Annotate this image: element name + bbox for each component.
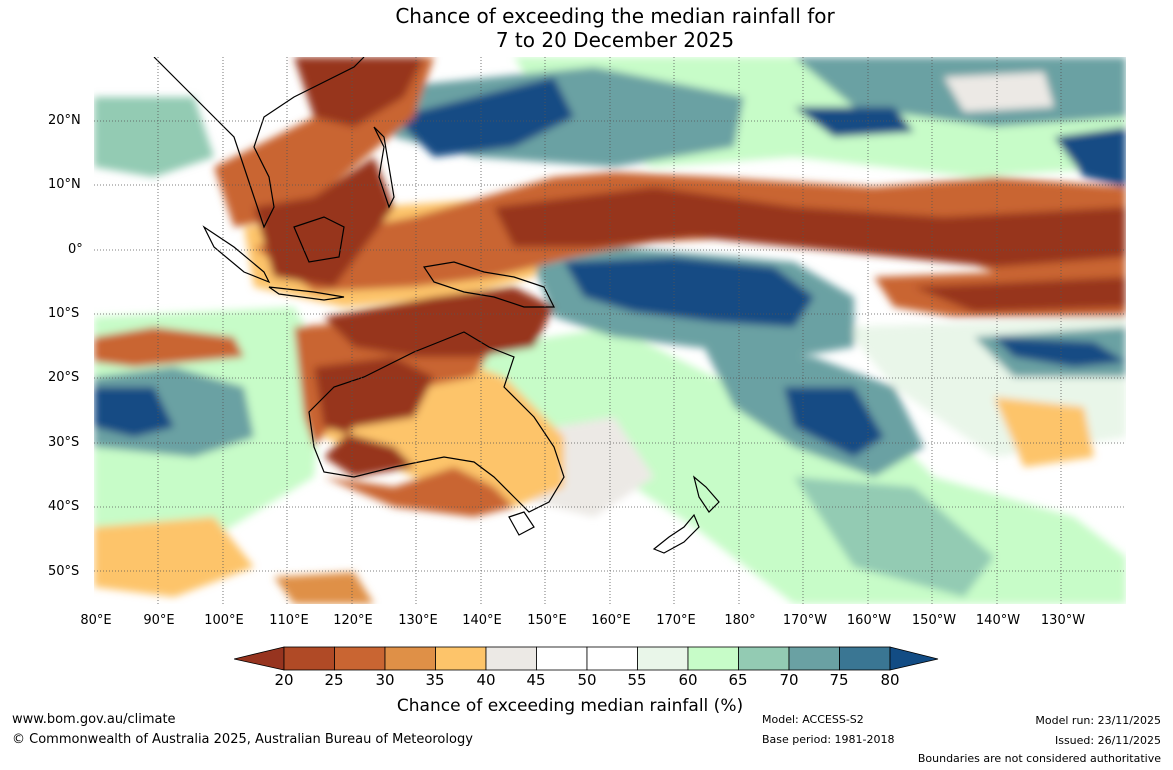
dry-region-pale <box>944 72 1054 112</box>
map-title: Chance of exceeding the median rainfall … <box>0 4 1173 52</box>
dry-region-dark <box>254 157 394 287</box>
lat-label: 30°S <box>48 435 80 450</box>
coastline-new-zealand-north <box>692 475 720 513</box>
lon-label: 110°E <box>269 613 309 628</box>
lat-label: 10°S <box>48 306 80 321</box>
lat-label: 20°S <box>48 370 80 385</box>
lon-label: 160°W <box>846 613 892 628</box>
lon-label: 120°E <box>333 613 373 628</box>
boundaries-disclaimer: Boundaries are not considered authoritat… <box>917 752 1161 765</box>
colorbar-swatch <box>485 646 537 671</box>
dry-region-dark <box>494 187 1126 267</box>
wet-region-dark <box>394 77 574 157</box>
model-name: Model: ACCESS-S2 <box>762 713 864 726</box>
coastline-southeast-asia <box>153 57 365 229</box>
lat-label: 10°N <box>48 177 81 192</box>
lon-label: 130°W <box>1040 613 1086 628</box>
lon-label: 140°E <box>462 613 502 628</box>
colorbar-tick: 50 <box>577 671 597 689</box>
dry-region-light <box>994 397 1094 467</box>
lon-label: 90°E <box>143 613 175 628</box>
colorbar-tick: 55 <box>627 671 647 689</box>
colorbar-swatch <box>283 646 335 671</box>
base-period: Base period: 1981-2018 <box>762 733 895 746</box>
colorbar-swatch <box>586 646 638 671</box>
wet-region-dark <box>1054 127 1126 187</box>
dry-region-dark <box>914 277 1126 312</box>
colorbar-tick: 80 <box>880 671 900 689</box>
dry-region-dark <box>324 287 554 357</box>
colorbar-swatch <box>384 646 436 671</box>
colorbar-tick: 45 <box>526 671 546 689</box>
lat-label: 0° <box>68 242 83 257</box>
colorbar-swatch-under <box>234 646 285 671</box>
colorbar-swatch <box>687 646 739 671</box>
colorbar-tick: 60 <box>678 671 698 689</box>
colorbar-tick: 30 <box>375 671 395 689</box>
website-link[interactable]: www.bom.gov.au/climate <box>12 712 176 727</box>
issued-date: Issued: 26/11/2025 <box>1054 734 1161 747</box>
rainfall-map-canvas <box>94 57 1126 604</box>
colorbar-swatch <box>536 646 588 671</box>
colorbar-swatch-over <box>889 646 939 671</box>
lon-label: 170°E <box>656 613 696 628</box>
coastline-java <box>268 286 345 301</box>
lat-label: 40°S <box>48 499 80 514</box>
dry-region-light <box>274 572 374 604</box>
title-line-1: Chance of exceeding the median rainfall … <box>395 4 835 28</box>
lon-label: 100°E <box>204 613 244 628</box>
colorbar-swatch <box>435 646 487 671</box>
dry-region-dark <box>314 357 434 477</box>
wet-region-dark <box>994 337 1126 367</box>
rainfall-map <box>94 57 1126 604</box>
colorbar-swatch <box>788 646 840 671</box>
lat-label: 50°S <box>48 564 80 579</box>
coastline-borneo <box>293 216 345 263</box>
copyright-text: © Commonwealth of Australia 2025, Austra… <box>12 732 473 747</box>
title-line-2: 7 to 20 December 2025 <box>495 28 735 52</box>
colorbar-tick: 70 <box>779 671 799 689</box>
model-run-date: Model run: 23/11/2025 <box>1035 714 1161 727</box>
coastlines <box>153 57 720 554</box>
colorbar-swatches <box>234 646 939 671</box>
dry-region-dark <box>294 57 424 127</box>
wet-region-mid <box>94 97 214 177</box>
lon-label: 160°E <box>591 613 631 628</box>
lon-label: 150°E <box>527 613 567 628</box>
colorbar-swatch <box>839 646 891 671</box>
lon-label: 80°E <box>80 613 112 628</box>
colorbar-tick: 75 <box>829 671 849 689</box>
colorbar-swatch <box>738 646 790 671</box>
wet-region-dark <box>94 387 174 437</box>
graticule <box>94 57 1126 604</box>
colorbar-tick: 20 <box>274 671 294 689</box>
colorbar-tick: 40 <box>476 671 496 689</box>
colorbar-tick: 65 <box>728 671 748 689</box>
coastline-sumatra <box>202 225 271 284</box>
wet-region-dark <box>564 257 814 327</box>
lon-label: 130°E <box>398 613 438 628</box>
coastline-tasmania <box>508 511 535 536</box>
wet-region-dark <box>794 107 914 137</box>
colorbar-swatch <box>637 646 689 671</box>
wet-region-dark <box>784 387 884 457</box>
lon-label: 140°W <box>975 613 1021 628</box>
lon-label: 150°W <box>911 613 957 628</box>
colorbar-tick: 25 <box>324 671 344 689</box>
coastline-new-guinea <box>422 261 555 308</box>
lat-label: 20°N <box>48 113 81 128</box>
colorbar-label: Chance of exceeding median rainfall (%) <box>396 696 744 716</box>
colorbar-swatch <box>334 646 386 671</box>
dry-region-mid <box>94 327 244 367</box>
coastline-new-zealand-south <box>652 513 700 554</box>
dry-region-light <box>94 517 254 597</box>
colorbar-tick: 35 <box>425 671 445 689</box>
coastline-australia <box>308 331 565 513</box>
lon-label: 170°W <box>782 613 828 628</box>
lon-label: 180° <box>724 613 756 628</box>
coastline-philippines <box>373 126 395 209</box>
colorbar <box>234 646 939 671</box>
